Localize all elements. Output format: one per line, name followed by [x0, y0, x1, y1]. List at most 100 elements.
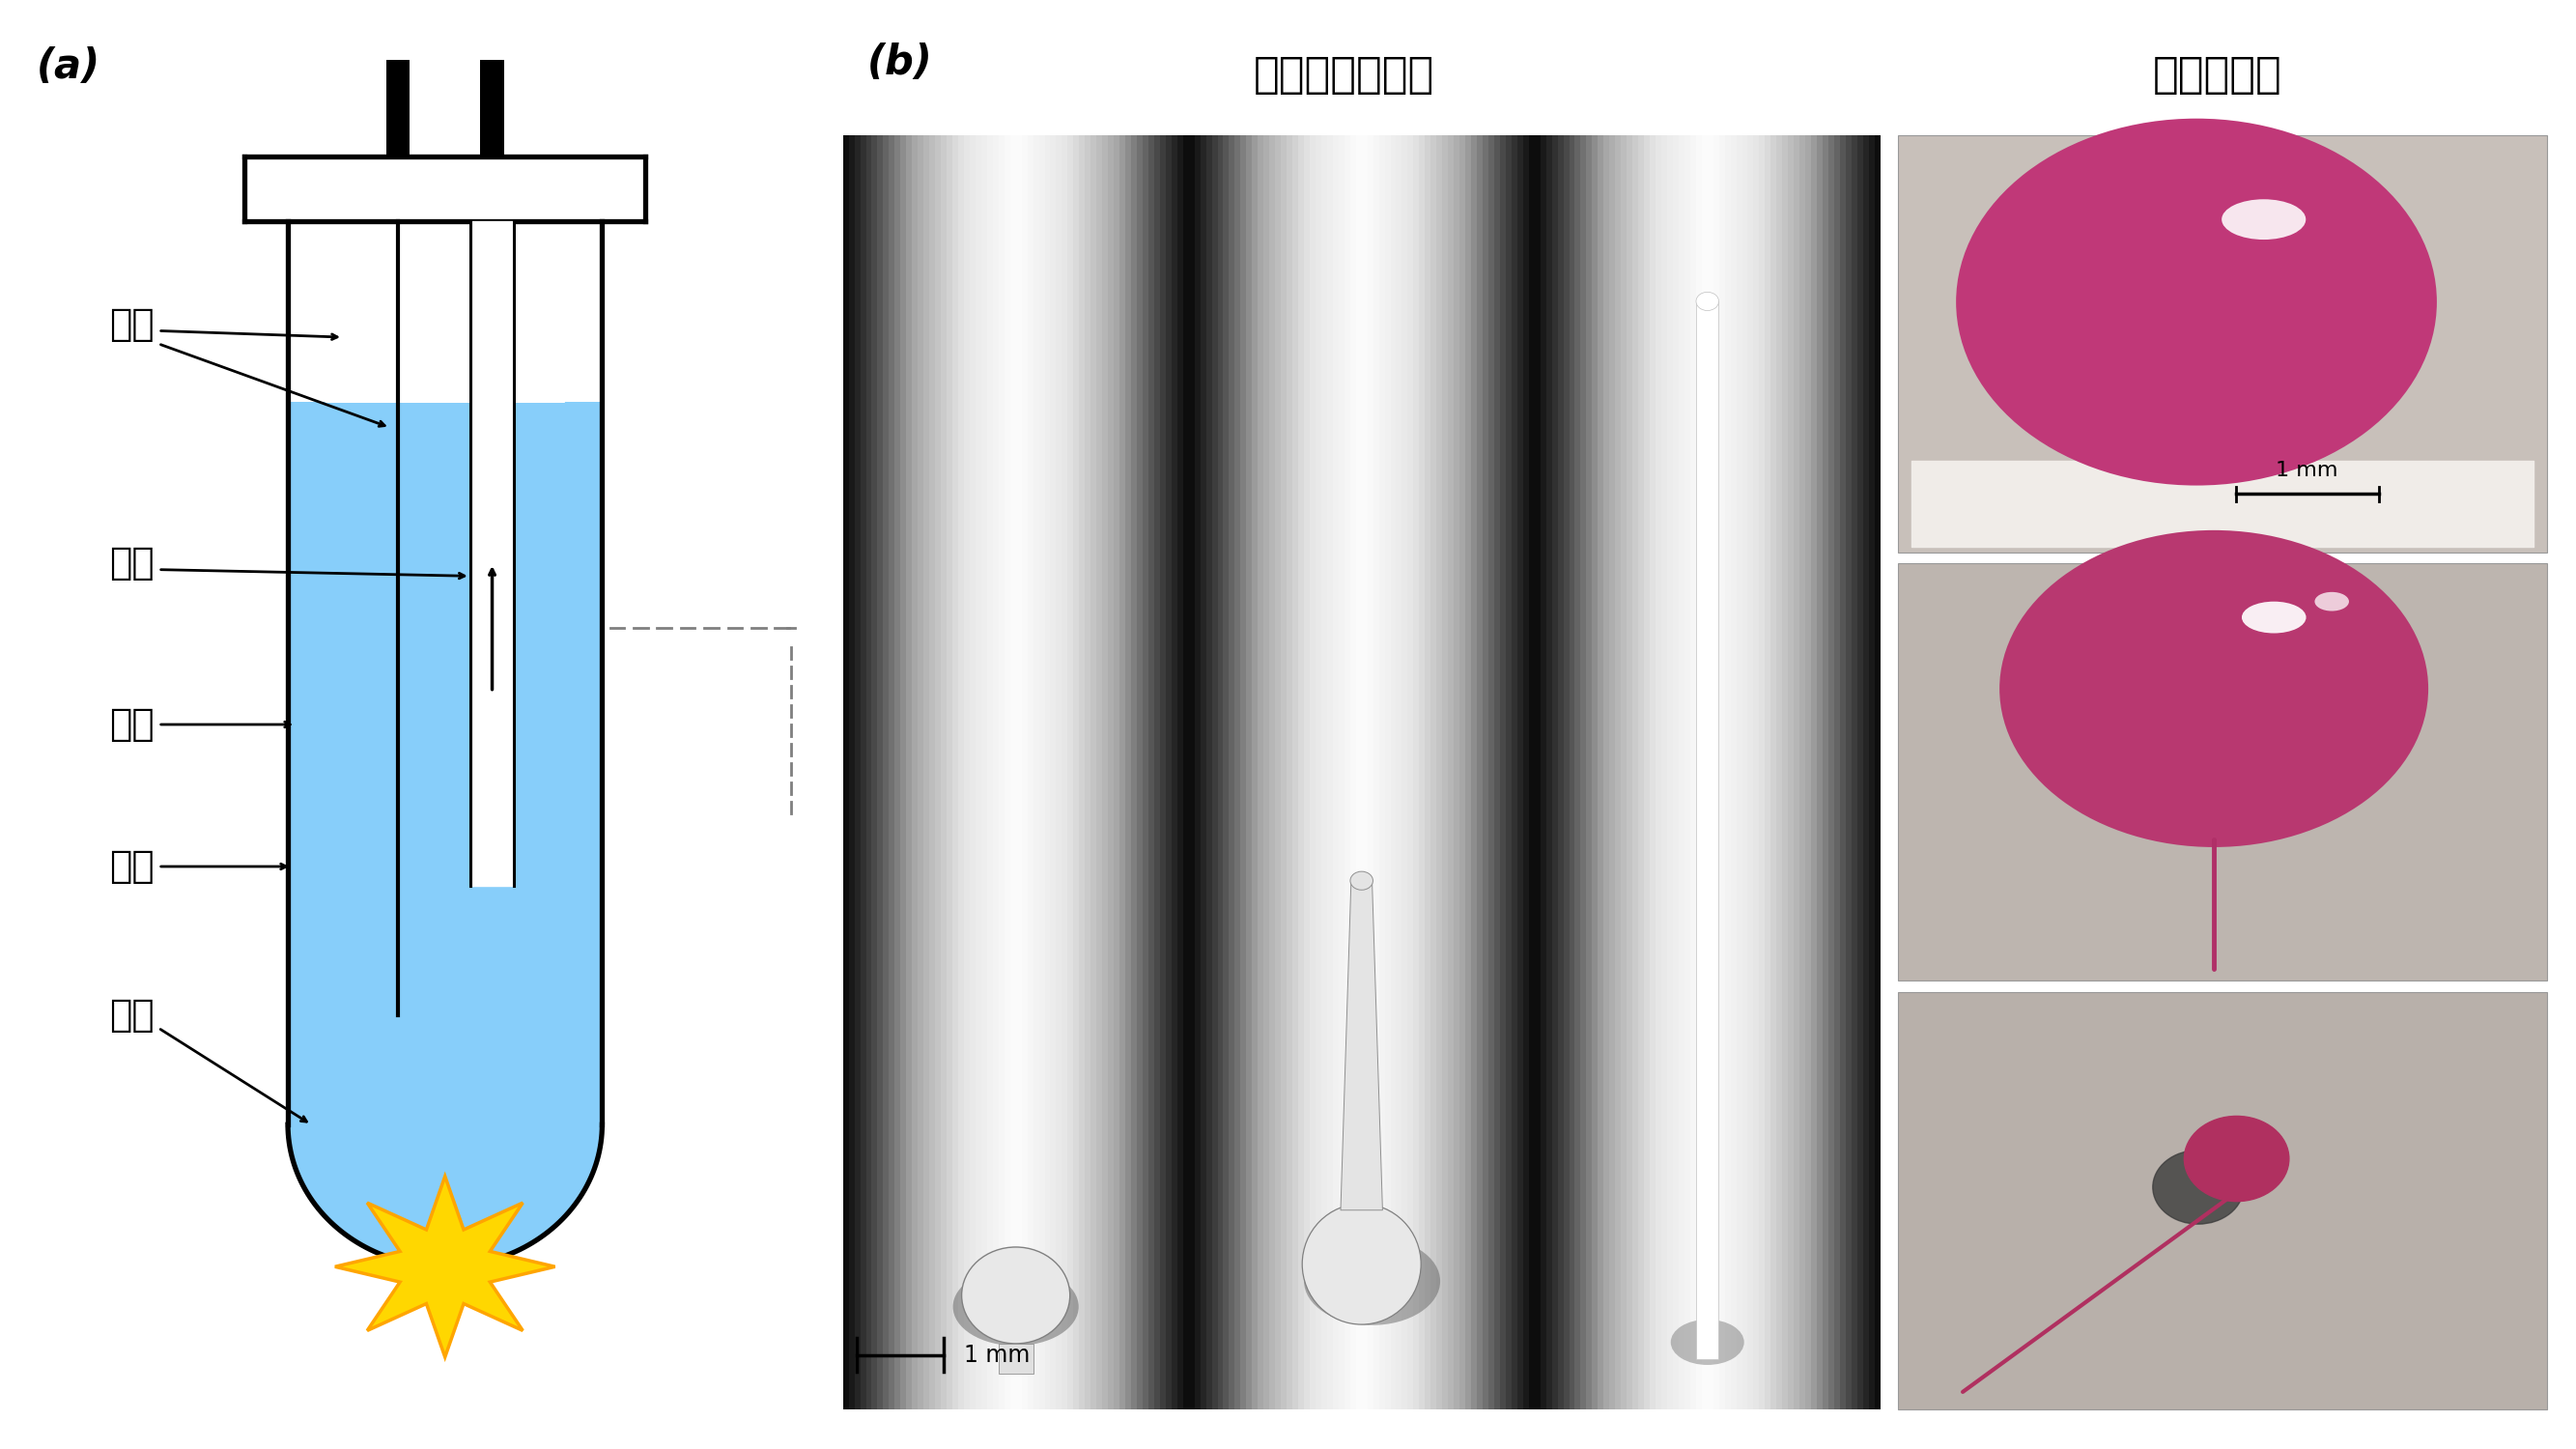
Ellipse shape: [953, 1268, 1079, 1346]
Bar: [1540, 135, 1546, 1408]
Bar: [1453, 135, 1461, 1408]
Bar: [1056, 135, 1061, 1408]
Bar: [1741, 135, 1749, 1408]
Bar: [1731, 135, 1736, 1408]
Bar: [1414, 135, 1419, 1408]
Bar: [1218, 135, 1224, 1408]
Bar: [1868, 135, 1875, 1408]
Ellipse shape: [2221, 200, 2306, 239]
Bar: [1535, 135, 1540, 1408]
Bar: [1188, 135, 1535, 1408]
Bar: [1564, 135, 1569, 1408]
Bar: [1252, 135, 1257, 1408]
Bar: [1131, 135, 1136, 1408]
Bar: [1419, 135, 1425, 1408]
Bar: [871, 135, 878, 1408]
Bar: [1425, 135, 1432, 1408]
Ellipse shape: [1999, 530, 2429, 848]
Bar: [291, 225, 598, 401]
Bar: [1592, 135, 1597, 1408]
Bar: [848, 135, 855, 1408]
Bar: [1793, 135, 1801, 1408]
Bar: [925, 135, 930, 1408]
Bar: [1597, 135, 1605, 1408]
Bar: [1582, 135, 1587, 1408]
Bar: [1079, 135, 1084, 1408]
Text: (b): (b): [868, 43, 933, 84]
Bar: [953, 135, 958, 1408]
Bar: [1103, 135, 1108, 1408]
Text: マニキュア: マニキュア: [2154, 54, 2282, 96]
Bar: [1759, 135, 1765, 1408]
Bar: [1847, 135, 1852, 1408]
Bar: [999, 135, 1005, 1408]
Bar: [1489, 135, 1494, 1408]
Bar: [1638, 135, 1643, 1408]
Bar: [1899, 564, 2548, 981]
Bar: [1401, 135, 1409, 1408]
Bar: [860, 135, 866, 1408]
Bar: [1200, 135, 1206, 1408]
Bar: [1824, 135, 1829, 1408]
Bar: [1857, 135, 1862, 1408]
Bar: [987, 135, 994, 1408]
Bar: [866, 135, 873, 1408]
Bar: [1587, 135, 1592, 1408]
Bar: [1023, 135, 1028, 1408]
Bar: [1443, 135, 1448, 1408]
Bar: [969, 135, 976, 1408]
Bar: [855, 135, 860, 1408]
Bar: [1332, 135, 1340, 1408]
Bar: [1839, 135, 1847, 1408]
Bar: [1726, 135, 1731, 1408]
Bar: [1517, 135, 1522, 1408]
Bar: [1285, 135, 1293, 1408]
Ellipse shape: [1986, 278, 2432, 342]
Circle shape: [2154, 1151, 2244, 1224]
Bar: [1363, 135, 1368, 1408]
Bar: [1097, 135, 1103, 1408]
Bar: [1396, 135, 1401, 1408]
Bar: [1257, 135, 1265, 1408]
Bar: [1368, 135, 1373, 1408]
Bar: [1494, 135, 1499, 1408]
Bar: [1471, 135, 1476, 1408]
Bar: [1852, 135, 1857, 1408]
Bar: [289, 401, 603, 1124]
Bar: [1355, 135, 1363, 1408]
Bar: [1340, 135, 1345, 1408]
Bar: [1448, 135, 1455, 1408]
Polygon shape: [325, 338, 564, 401]
Polygon shape: [289, 1124, 603, 1266]
Bar: [1499, 135, 1507, 1408]
Bar: [917, 135, 925, 1408]
Text: 1 mm: 1 mm: [963, 1343, 1030, 1366]
Bar: [1038, 135, 1046, 1408]
Bar: [1015, 135, 1023, 1408]
Bar: [1569, 135, 1574, 1408]
Bar: [1899, 135, 2548, 552]
Polygon shape: [335, 1177, 554, 1358]
Bar: [1316, 135, 1321, 1408]
Bar: [1605, 135, 1610, 1408]
Bar: [1806, 135, 1811, 1408]
Bar: [1275, 135, 1280, 1408]
Bar: [940, 135, 948, 1408]
Bar: [1113, 135, 1121, 1408]
Bar: [842, 135, 1188, 1408]
Bar: [912, 135, 917, 1408]
Bar: [1345, 135, 1350, 1408]
Bar: [958, 135, 963, 1408]
Bar: [1144, 135, 1149, 1408]
Bar: [1391, 135, 1396, 1408]
Bar: [999, 1343, 1033, 1374]
Bar: [1801, 135, 1806, 1408]
Bar: [1788, 135, 1795, 1408]
Text: (a): (a): [36, 46, 100, 87]
Bar: [1378, 135, 1386, 1408]
Bar: [1680, 135, 1685, 1408]
Text: 1 mm: 1 mm: [2277, 461, 2339, 480]
Ellipse shape: [1672, 1320, 1744, 1365]
Bar: [1811, 135, 1816, 1408]
Bar: [1685, 135, 1690, 1408]
